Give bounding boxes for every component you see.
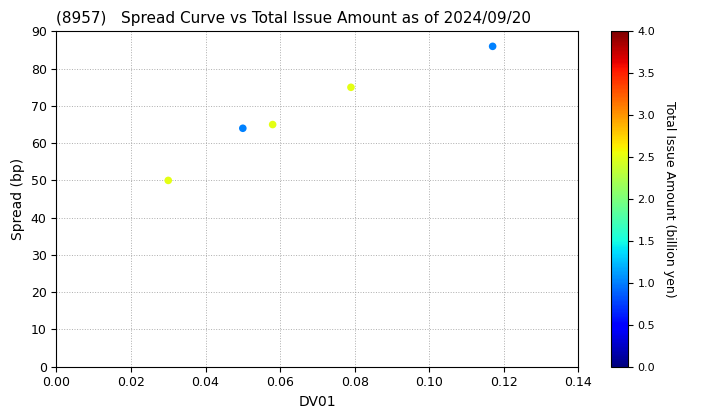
Point: [237, 125, 248, 131]
Point: [267, 121, 279, 128]
Point: [487, 43, 498, 50]
Y-axis label: Total Issue Amount (billion yen): Total Issue Amount (billion yen): [663, 101, 676, 297]
Text: (8957)   Spread Curve vs Total Issue Amount as of 2024/09/20: (8957) Spread Curve vs Total Issue Amoun…: [56, 11, 531, 26]
Point: [163, 177, 174, 184]
X-axis label: DV01: DV01: [299, 395, 336, 409]
Y-axis label: Spread (bp): Spread (bp): [11, 158, 25, 240]
Point: [345, 84, 356, 91]
